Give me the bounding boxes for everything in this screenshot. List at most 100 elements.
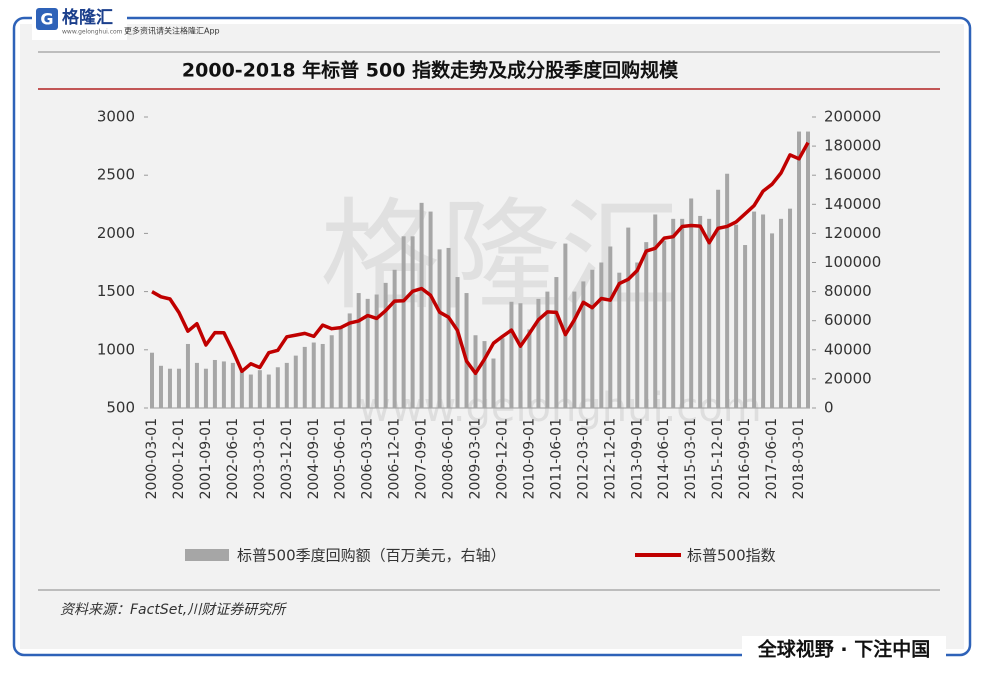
bar (716, 189, 721, 408)
bar (509, 301, 514, 408)
x-tick-label: 2005-06-01 (333, 418, 349, 499)
bar (194, 362, 199, 408)
bar (176, 368, 181, 408)
bar (617, 272, 622, 408)
bar (302, 346, 307, 408)
x-tick-label: 2009-03-01 (468, 418, 484, 499)
x-tick-label: 2012-12-01 (602, 418, 618, 499)
y2-tick-label: 80000 (824, 282, 872, 300)
watermark: 格隆汇 (320, 188, 680, 327)
bar (293, 355, 298, 408)
bar (788, 208, 793, 408)
y2-tick-label: 160000 (824, 166, 881, 184)
bar (680, 218, 685, 408)
bar (761, 214, 766, 408)
frame (12, 16, 972, 657)
legend-label: 标普500指数 (687, 547, 776, 565)
x-tick-label: 2016-09-01 (737, 418, 753, 499)
y-tick-label: 1000 (97, 340, 135, 358)
bar (365, 298, 370, 408)
logo-icon-box (36, 8, 58, 30)
legend-swatch (185, 549, 229, 561)
x-tick-label: 2012-03-01 (575, 418, 591, 499)
x-tick-label: 2017-06-01 (764, 418, 780, 499)
x-tick-label: 2006-12-01 (387, 418, 403, 499)
bar (419, 202, 424, 408)
bar (635, 262, 640, 408)
slogan: 全球视野 · 下注中国 (757, 638, 930, 661)
bar (644, 242, 649, 408)
bar (743, 245, 748, 408)
y-tick-label: 2000 (97, 224, 135, 242)
bar (500, 338, 505, 408)
bar (392, 269, 397, 408)
legend-label: 标普500季度回购额（百万美元，右轴） (237, 547, 506, 565)
bar (167, 368, 172, 408)
bar (707, 218, 712, 408)
bar (185, 343, 190, 408)
y2-tick-label: 40000 (824, 340, 872, 358)
bar (248, 374, 253, 408)
x-tick-label: 2003-03-01 (252, 418, 268, 499)
y2-tick-label: 120000 (824, 224, 881, 242)
x-tick-label: 2002-06-01 (225, 418, 241, 499)
bar (356, 293, 361, 408)
x-tick-label: 2000-03-01 (144, 418, 160, 499)
y2-tick-label: 200000 (824, 108, 881, 126)
bar (770, 233, 775, 408)
y-tick-label: 1500 (97, 282, 135, 300)
logo-icon: G (40, 10, 53, 29)
bar (203, 368, 208, 408)
x-tick-label: 2009-12-01 (494, 418, 510, 499)
source: 资料来源：FactSet,川财证券研究所 (60, 602, 287, 618)
y-tick-label: 3000 (97, 108, 135, 126)
bar (662, 240, 667, 408)
x-tick-label: 2008-06-01 (441, 418, 457, 499)
tagline: 更多资讯请关注格隆汇App (124, 26, 220, 36)
x-tick-label: 2014-06-01 (656, 418, 672, 499)
x-tick-label: 2006-03-01 (360, 418, 376, 499)
x-tick-label: 2000-12-01 (171, 418, 187, 499)
bar (338, 326, 343, 408)
bar (563, 243, 568, 408)
y2-tick-label: 140000 (824, 195, 881, 213)
x-tick-label: 2007-09-01 (414, 418, 430, 499)
bar (626, 227, 631, 408)
bar (158, 365, 163, 408)
bar (446, 247, 451, 408)
y-tick-label: 500 (106, 399, 135, 417)
y2-tick-label: 100000 (824, 253, 881, 271)
bar (383, 282, 388, 408)
y2-tick-label: 20000 (824, 369, 872, 387)
bar (545, 291, 550, 408)
y-tick-label: 2500 (97, 166, 135, 184)
bar (779, 218, 784, 408)
line (151, 141, 810, 376)
bar (671, 218, 676, 408)
bar (266, 374, 271, 408)
x-tick-label: 2015-12-01 (710, 418, 726, 499)
bar (491, 358, 496, 408)
y2-tick-label: 180000 (824, 137, 881, 155)
bar (150, 352, 154, 408)
bar (554, 277, 559, 408)
bar (401, 236, 406, 408)
bar (455, 277, 460, 408)
chart-title: 2000-2018 年标普 500 指数走势及成分股季度回购规模 (182, 59, 679, 82)
y2-tick-label: 60000 (824, 311, 872, 329)
bar (221, 361, 226, 408)
bar (689, 198, 694, 408)
bar (734, 224, 739, 408)
x-tick-label: 2010-09-01 (521, 418, 537, 499)
x-tick-label: 2013-09-01 (629, 418, 645, 499)
bar (374, 294, 379, 408)
bar (599, 262, 604, 408)
bar (797, 131, 802, 409)
bar (536, 298, 541, 408)
bar (410, 236, 415, 408)
logo-text: 格隆汇 (62, 7, 113, 28)
bar (239, 368, 244, 408)
bar (284, 362, 289, 408)
y2-tick-label: 0 (824, 399, 834, 417)
